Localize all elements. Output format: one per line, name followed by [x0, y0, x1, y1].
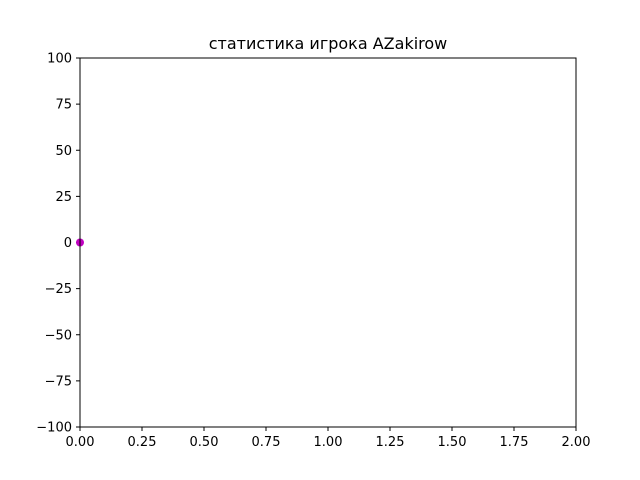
y-tick-label: −50 [45, 328, 72, 343]
x-tick-label: 0.00 [66, 435, 95, 450]
chart-title: статистика игрока AZakirow [209, 34, 448, 53]
y-tick-label: 50 [55, 144, 72, 159]
y-tick-label: 0 [64, 236, 72, 251]
x-tick-label: 1.25 [376, 435, 405, 450]
plot-area-frame [79, 57, 577, 428]
x-tick-label: 0.75 [252, 435, 281, 450]
y-axis: 100 75 50 25 0 −25 −50 −75 −100 [36, 52, 80, 436]
x-tick-label: 1.50 [438, 435, 467, 450]
y-tick-label: 75 [55, 98, 72, 113]
y-tick-label: 100 [47, 52, 72, 67]
x-tick-label: 0.50 [190, 435, 219, 450]
x-tick-label: 0.25 [128, 435, 157, 450]
y-tick-label: −25 [45, 282, 72, 297]
y-tick-label: 25 [55, 190, 72, 205]
x-tick-label: 2.00 [562, 435, 591, 450]
y-tick-label: −100 [36, 421, 72, 436]
y-tick-label: −75 [45, 374, 72, 389]
x-tick-label: 1.00 [314, 435, 343, 450]
x-tick-label: 1.75 [500, 435, 529, 450]
x-axis: 0.00 0.25 0.50 0.75 1.00 1.25 1.50 1.75 2.00 [66, 427, 591, 450]
